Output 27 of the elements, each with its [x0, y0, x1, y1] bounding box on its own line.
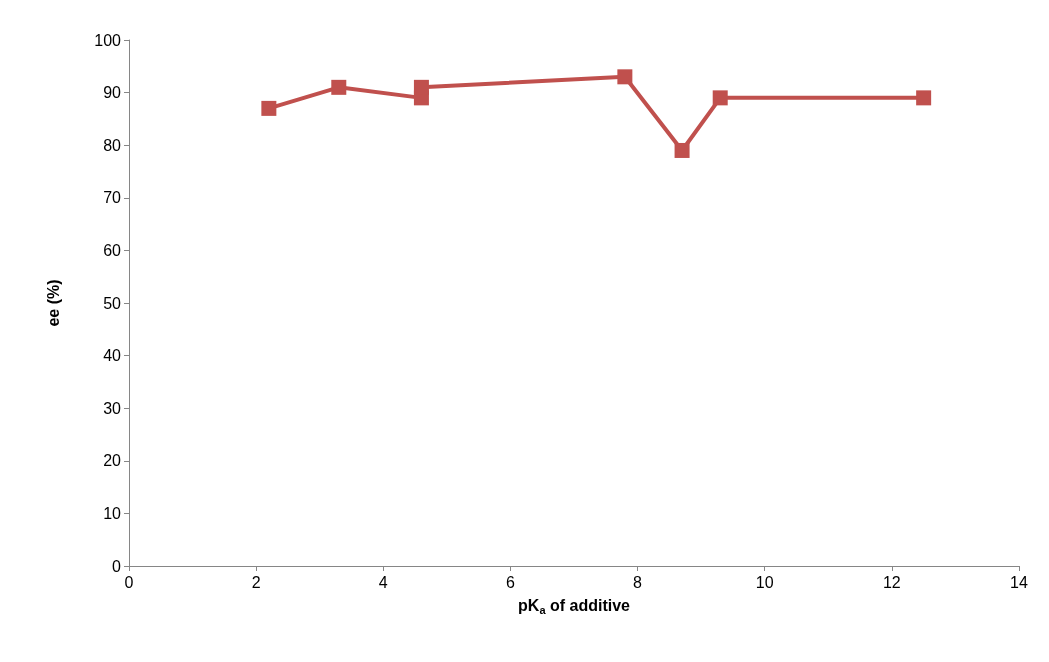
y-tick-label: 20: [103, 452, 122, 470]
point: [674, 142, 690, 158]
y-tick-label: 0: [112, 557, 122, 575]
x-tick-label: 10: [755, 573, 774, 591]
point: [617, 69, 633, 85]
y-tick-label: 10: [103, 504, 122, 522]
point: [413, 79, 429, 95]
x-tick-label: 8: [633, 573, 643, 591]
x-tick-label: 2: [251, 573, 261, 591]
y-tick-label: 100: [94, 31, 122, 49]
y-tick-label: 80: [103, 136, 122, 154]
point: [331, 79, 347, 95]
y-tick-label: 30: [103, 399, 122, 417]
point: [916, 90, 932, 106]
point: [261, 100, 277, 116]
x-tick-label: 0: [124, 573, 134, 591]
y-tick-label: 90: [103, 84, 122, 102]
x-tick-label: 6: [505, 573, 515, 591]
y-tick-label: 40: [103, 347, 122, 365]
x-tick-label: 4: [378, 573, 388, 591]
y-tick-label: 60: [103, 241, 122, 259]
y-axis-title: ee (%): [44, 279, 62, 327]
x-tick-label: 12: [882, 573, 901, 591]
x-tick-label: 14: [1010, 573, 1028, 591]
y-tick-label: 50: [103, 294, 122, 312]
y-tick-label: 70: [103, 189, 122, 207]
point: [712, 90, 728, 106]
